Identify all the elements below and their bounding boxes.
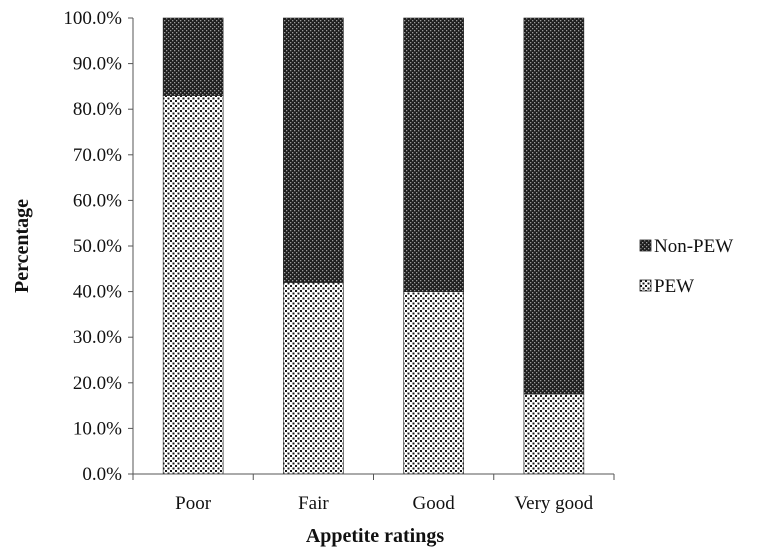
legend-swatch: [639, 239, 652, 252]
x-tick-label: Good: [413, 493, 456, 514]
bar-pew-good: [403, 291, 464, 475]
y-tick-label: 50.0%: [73, 236, 122, 257]
bar-non-pew-good: [403, 17, 464, 292]
bar-pew-very-good: [523, 393, 585, 475]
y-tick-label: 20.0%: [73, 373, 122, 394]
x-tick-label: Poor: [175, 493, 212, 514]
y-tick-label: 40.0%: [73, 282, 122, 303]
y-tick-label: 30.0%: [73, 327, 122, 348]
x-axis-title: Appetite ratings: [306, 525, 445, 547]
y-tick-label: 90.0%: [73, 54, 122, 75]
bar-non-pew-fair: [283, 17, 344, 283]
y-axis-ticks: 0.0% 10.0% 20.0% 30.0% 40.0% 50.0% 60.0% 70.0% 8…: [63, 8, 133, 485]
bars: [162, 17, 585, 475]
bar-non-pew-poor: [162, 17, 224, 96]
bar-non-pew-very-good: [523, 17, 585, 395]
y-tick-label: 0.0%: [82, 464, 122, 485]
y-tick-label: 70.0%: [73, 145, 122, 166]
legend: Non-PEW PEW: [639, 236, 733, 297]
y-axis-title: Percentage: [11, 199, 33, 293]
legend-label: PEW: [654, 276, 694, 297]
y-tick-label: 10.0%: [73, 418, 122, 439]
bar-pew-poor: [162, 95, 224, 475]
bar-pew-fair: [283, 282, 344, 475]
y-tick-label: 60.0%: [73, 190, 122, 211]
y-tick-label: 100.0%: [63, 8, 122, 29]
x-axis-ticks: Poor Fair Good Very good: [132, 474, 615, 514]
legend-swatch: [639, 279, 652, 292]
y-tick-label: 80.0%: [73, 99, 122, 120]
legend-label: Non-PEW: [654, 236, 733, 257]
x-tick-label: Fair: [298, 493, 329, 514]
x-tick-label: Very good: [515, 493, 594, 514]
